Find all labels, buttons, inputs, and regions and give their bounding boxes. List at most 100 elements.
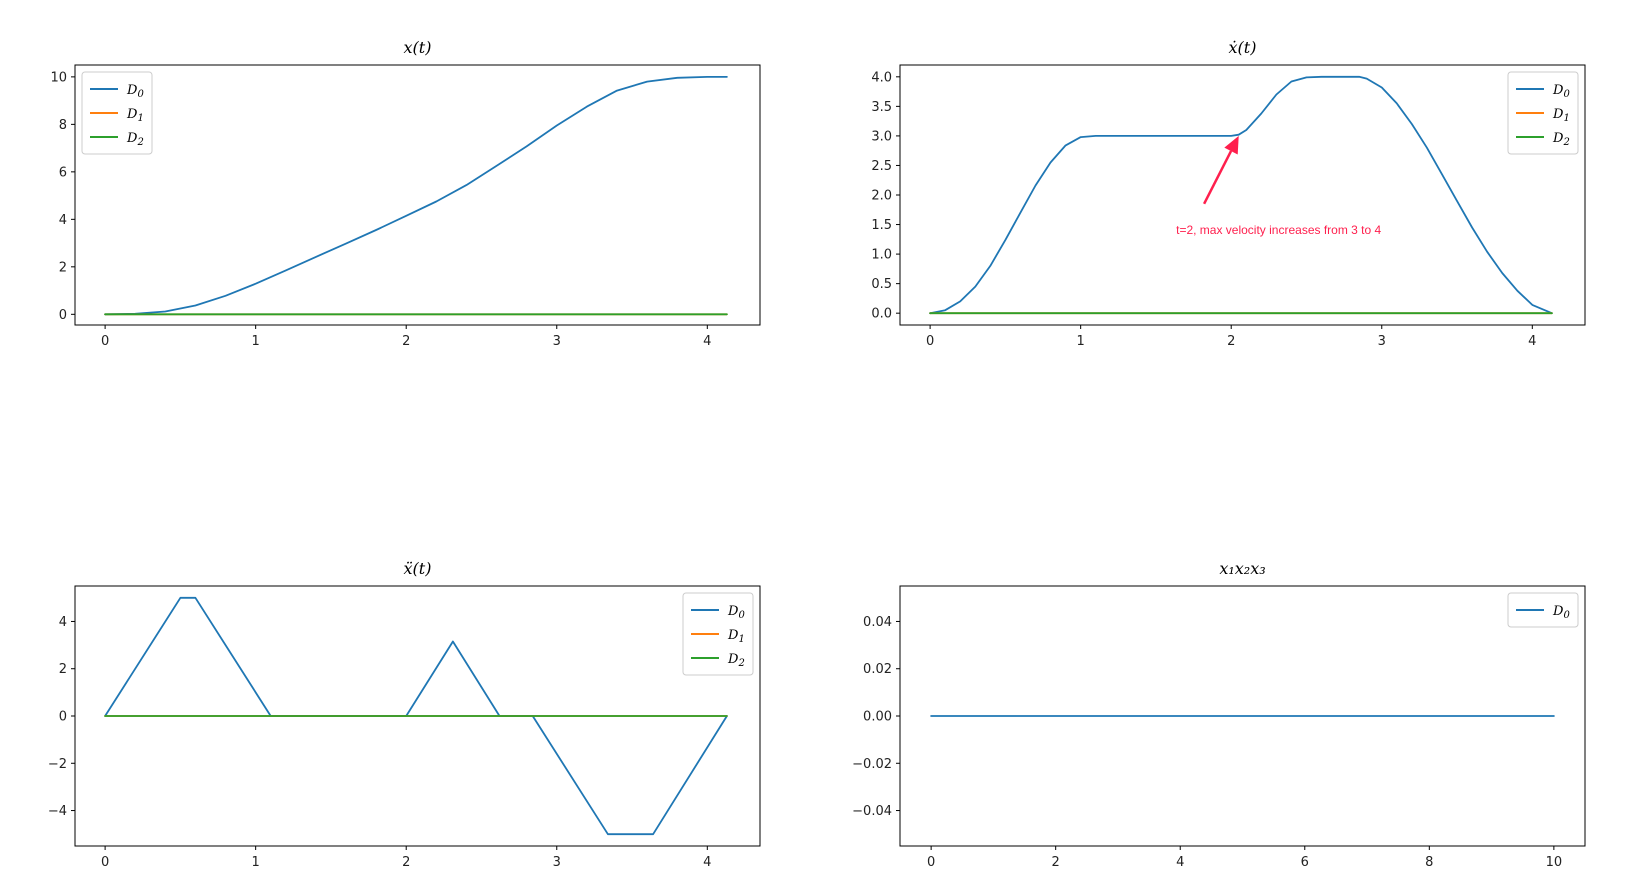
x-tick: 1	[1077, 325, 1085, 349]
y-tick: 3.0	[871, 129, 900, 144]
x-tick: 10	[1546, 846, 1563, 870]
x-tick: 2	[402, 325, 410, 349]
x-tick: 3	[1378, 325, 1386, 349]
y-tick-label: 4.0	[871, 70, 892, 85]
x-tick-label: 1	[252, 334, 260, 349]
y-tick-label: 0.5	[871, 277, 892, 292]
annotation-arrow-shaft	[1202, 150, 1233, 205]
subplot-title: ẍ(t)	[404, 559, 432, 578]
y-tick-label: 6	[59, 165, 67, 180]
x-tick-label: 4	[1528, 334, 1536, 349]
y-tick: 2.5	[871, 159, 900, 174]
y-tick-label: 10	[50, 70, 67, 85]
y-tick: 8	[59, 118, 75, 133]
x-tick-label: 3	[1378, 334, 1386, 349]
x-tick-label: 0	[927, 855, 935, 870]
x-tick-label: 8	[1425, 855, 1433, 870]
y-tick-label: 0	[59, 308, 67, 323]
legend-label: D0	[1552, 83, 1570, 100]
series-lines	[104, 76, 728, 316]
y-tick: −2	[48, 757, 75, 772]
legend-entry-d2: D2	[691, 652, 745, 669]
y-tick: 0.0	[871, 307, 900, 322]
x-tick: 0	[926, 325, 934, 349]
series-line-d0	[929, 75, 1553, 315]
legend-entry-d1: D1	[691, 628, 745, 645]
subplot-position: 0 1 2 3 4 0 2 4 6 8 10 x(t) D0 D1 D2	[50, 38, 761, 349]
x-tick-label: 2	[1227, 334, 1235, 349]
legend-entry-d0: D0	[1516, 604, 1570, 621]
y-tick-label: 0.02	[863, 662, 892, 677]
x-tick-label: 4	[703, 855, 711, 870]
annotation-arrow-head	[1224, 135, 1239, 155]
series-line-d0	[104, 596, 728, 836]
y-tick: 4	[59, 615, 75, 630]
y-tick: 0.04	[863, 615, 900, 630]
x-tick-label: 3	[553, 855, 561, 870]
x-tick-label: 10	[1546, 855, 1563, 870]
subplot-acceleration: 0 1 2 3 4 −4 −2 0 2 4 ẍ(t) D0 D1 D2	[48, 559, 761, 870]
x-tick: 8	[1425, 846, 1433, 870]
x-tick: 2	[1052, 846, 1060, 870]
subplot-product: 0 2 4 6 8 10 −0.04 −0.02 0.00 0.02 0.04 x₁x₂x₃ D0	[852, 559, 1586, 870]
legend-label: D1	[1552, 107, 1570, 124]
y-tick-label: 2	[59, 260, 67, 275]
x-tick: 0	[927, 846, 935, 870]
y-tick-label: 3.5	[871, 100, 892, 115]
legend-label: D0	[1552, 604, 1570, 621]
y-tick-label: 2.5	[871, 159, 892, 174]
x-tick: 3	[553, 846, 561, 870]
y-tick-label: −4	[48, 804, 67, 819]
axes-frame	[74, 64, 761, 326]
y-tick-label: 0	[59, 710, 67, 725]
x-tick: 1	[252, 325, 260, 349]
y-tick: 10	[50, 70, 75, 85]
x-tick: 2	[402, 846, 410, 870]
x-tick-label: 0	[926, 334, 934, 349]
x-tick-label: 6	[1301, 855, 1309, 870]
y-tick-label: 2.0	[871, 189, 892, 204]
legend-label: D2	[727, 652, 745, 669]
legend: D0 D1 D2	[1507, 71, 1579, 155]
legend-label: D1	[727, 628, 745, 645]
x-tick-label: 2	[402, 855, 410, 870]
legend-label: D2	[1552, 131, 1570, 148]
y-tick-label: 1.0	[871, 248, 892, 263]
annotation: t=2, max velocity increases from 3 to 4	[1176, 135, 1382, 237]
legend: D0 D1 D2	[682, 592, 754, 676]
x-tick: 4	[1176, 846, 1184, 870]
y-tick: 4.0	[871, 70, 900, 85]
x-tick-label: 3	[553, 334, 561, 349]
x-tick-label: 1	[1077, 334, 1085, 349]
legend: D0 D1 D2	[81, 71, 153, 155]
y-tick: −0.04	[852, 804, 900, 819]
y-tick-label: −0.02	[852, 757, 892, 772]
y-tick: 1.5	[871, 218, 900, 233]
legend-label: D2	[126, 131, 144, 148]
x-tick-label: 4	[703, 334, 711, 349]
y-tick: −0.02	[852, 757, 900, 772]
y-tick: 4	[59, 213, 75, 228]
y-tick-label: 1.5	[871, 218, 892, 233]
x-tick-label: 0	[101, 334, 109, 349]
y-tick: 3.5	[871, 100, 900, 115]
y-tick-label: 0.0	[871, 307, 892, 322]
y-tick: 6	[59, 165, 75, 180]
y-tick: 0	[59, 308, 75, 323]
y-tick: 0.02	[863, 662, 900, 677]
subplot-title: x(t)	[404, 38, 432, 57]
y-tick-label: 0.00	[863, 710, 892, 725]
legend-entry-d0: D0	[90, 83, 144, 100]
y-tick: −4	[48, 804, 75, 819]
x-tick-label: 0	[101, 855, 109, 870]
series-lines	[929, 75, 1553, 315]
y-tick-label: 4	[59, 615, 67, 630]
axes-frame	[899, 64, 1586, 326]
x-tick: 4	[703, 325, 711, 349]
legend-entry-d2: D2	[90, 131, 144, 148]
legend-entry-d2: D2	[1516, 131, 1570, 148]
legend-label: D1	[126, 107, 144, 124]
y-tick-label: −2	[48, 757, 67, 772]
annotation-text: t=2, max velocity increases from 3 to 4	[1176, 223, 1381, 237]
